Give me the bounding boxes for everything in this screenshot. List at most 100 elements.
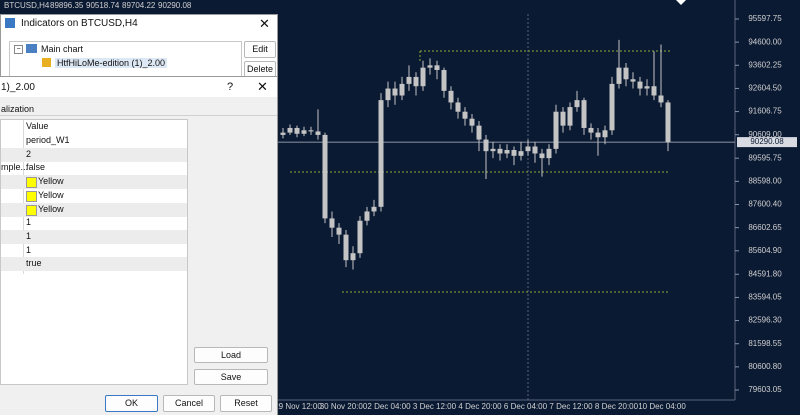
candle-body [581, 100, 587, 128]
candle-body [546, 148, 552, 159]
candle-body [525, 146, 531, 152]
candle-body [658, 95, 664, 103]
candle-body [371, 206, 377, 212]
candle-body [301, 130, 307, 134]
table-row[interactable] [1, 175, 187, 190]
time-label: 2 Dec 04:00 [367, 402, 411, 411]
price-label: 91606.75 [748, 107, 782, 116]
candle-body [378, 100, 384, 207]
candle-body [441, 69, 447, 91]
button[interactable]: Reset [220, 395, 272, 412]
ohlc-value: 89896.35 [50, 1, 84, 10]
time-label: 6 Dec 04:00 [504, 402, 548, 411]
candle-body [280, 132, 286, 135]
candle-body [490, 148, 496, 152]
price-label: 84591.80 [748, 269, 782, 278]
candle-body [308, 130, 314, 132]
candle-body [651, 86, 657, 96]
table-row[interactable] [1, 257, 187, 272]
param-value: false [26, 162, 46, 173]
param-value: Yellow [38, 203, 64, 214]
param-value: Yellow [38, 189, 64, 200]
current-price-box [737, 137, 797, 148]
candle-body [455, 102, 461, 112]
candle-body [609, 83, 615, 131]
close[interactable]: ✕ [259, 16, 270, 31]
close[interactable]: ✕ [257, 79, 268, 94]
button[interactable]: OK [105, 395, 158, 412]
param-value: period_W1 [26, 135, 70, 145]
time-label: 29 Nov 12:00 [274, 402, 322, 411]
candle-body [560, 111, 566, 126]
shift-marker [676, 0, 686, 5]
button[interactable]: Edit [244, 41, 276, 58]
candle-body [504, 150, 510, 154]
candle-body [553, 111, 559, 149]
table-header: Value [26, 121, 49, 131]
candle-body [518, 151, 524, 156]
table-row[interactable] [1, 229, 187, 244]
color-swatch [26, 177, 37, 189]
candle-body [630, 79, 636, 82]
price-label: 94600.00 [748, 37, 782, 46]
candle-body [392, 88, 398, 96]
candle-body [385, 88, 391, 101]
candle-body [434, 65, 440, 70]
param-table: Value period_W1 2 mple... false Yellow Yellow… [0, 119, 188, 385]
candle-body [574, 100, 580, 108]
candle-body [462, 111, 468, 119]
table-row[interactable] [1, 202, 187, 217]
price-label: 95597.75 [748, 14, 782, 23]
dialog-title: 1)_2.00 [1, 82, 35, 93]
tab[interactable]: alization [1, 104, 35, 114]
tree-item[interactable]: Main chart [41, 44, 84, 54]
ohlc-value: 89704.22 [122, 1, 156, 10]
button[interactable]: Load [194, 347, 268, 363]
ohlc-value: 90290.08 [158, 1, 192, 10]
candle-body [595, 132, 601, 138]
time-label: 4 Dec 20:00 [458, 402, 502, 411]
price-label: 80600.80 [748, 362, 782, 371]
collapse[interactable]: − [14, 45, 23, 54]
color-swatch [26, 204, 37, 216]
price-label: 89595.75 [748, 153, 782, 162]
candle-body [567, 107, 573, 126]
candle-body [448, 90, 454, 103]
param-value: true [26, 258, 42, 269]
candle-body [623, 67, 629, 80]
candle-body [616, 67, 622, 84]
candle-body [364, 211, 370, 221]
candle-body [511, 150, 517, 156]
price-label: 93602.25 [748, 60, 782, 69]
button[interactable]: Save [194, 369, 268, 385]
price-label: 90609.00 [748, 130, 782, 139]
candle-body [476, 125, 482, 140]
price-label: 86602.65 [748, 223, 782, 232]
price-label: 83594.05 [748, 293, 782, 302]
button[interactable]: Cancel [163, 395, 215, 412]
price-label: 79603.05 [748, 385, 782, 394]
help[interactable]: ? [227, 81, 234, 93]
candle-body [665, 102, 671, 143]
candle-body [532, 146, 538, 154]
column-divider [23, 120, 24, 274]
current-price-label: 90290.08 [750, 137, 784, 146]
time-label: 8 Dec 20:00 [595, 402, 639, 411]
properties-dialog: 1)_2.00 ? ✕ alization Value period_W1 2 mp… [0, 76, 278, 415]
indicator-icon [42, 58, 51, 67]
param-value: 1 [26, 230, 32, 241]
candle-body [322, 134, 328, 219]
candle-body [336, 227, 342, 235]
table-row[interactable] [1, 147, 187, 162]
price-label: 88598.00 [748, 176, 782, 185]
candle-body [539, 153, 545, 159]
candle-body [343, 234, 349, 261]
candle-body [315, 131, 321, 135]
ohlc-value: 90518.74 [86, 1, 120, 10]
symbol: BTCUSD,H4 [4, 1, 50, 10]
price-label: 82596.30 [748, 316, 782, 325]
candle-body [644, 86, 650, 89]
tree-item[interactable]: HtfHiLoMe-edition (1)_2.00 [55, 58, 168, 68]
